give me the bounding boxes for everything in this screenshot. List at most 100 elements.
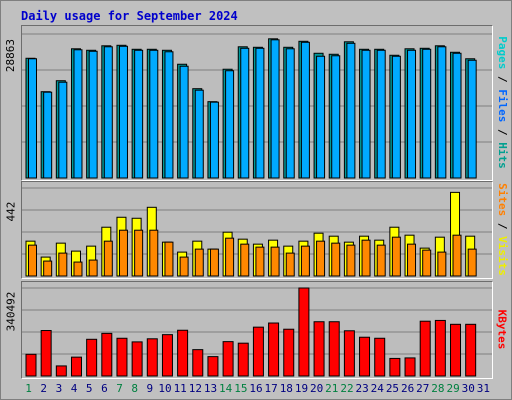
files-bar-day-11 bbox=[179, 65, 189, 179]
files-bar-day-25 bbox=[391, 55, 401, 179]
day-label-11: 11 bbox=[173, 382, 187, 395]
hits-panel bbox=[21, 25, 493, 181]
files-bar-day-14 bbox=[225, 70, 235, 179]
kbytes-bar-day-27 bbox=[419, 320, 431, 377]
kbytes-bar-day-25 bbox=[389, 357, 401, 377]
sites-bar-day-30 bbox=[467, 248, 477, 277]
day-label-31: 31 bbox=[476, 382, 491, 395]
day-label-7: 7 bbox=[116, 382, 123, 395]
files-bar-day-21 bbox=[331, 55, 341, 179]
kbytes-bar-day-10 bbox=[161, 334, 173, 377]
files-bar-day-20 bbox=[316, 55, 326, 179]
files-bar-day-24 bbox=[376, 49, 386, 179]
kbytes-bar-day-21 bbox=[328, 321, 340, 377]
files-bar-day-26 bbox=[407, 49, 417, 179]
kbytes-bar-day-19 bbox=[298, 287, 310, 377]
kbytes-bar-day-23 bbox=[359, 336, 371, 377]
sites-bar-day-16 bbox=[255, 246, 265, 277]
files-bar-day-7 bbox=[118, 45, 128, 179]
sites-bar-day-7 bbox=[118, 229, 128, 277]
kbytes-bar-day-26 bbox=[404, 357, 416, 377]
files-bar-day-5 bbox=[88, 50, 98, 179]
sites-bar-day-29 bbox=[452, 234, 462, 277]
kbytes-bar-day-20 bbox=[313, 321, 325, 377]
sites-bar-day-23 bbox=[361, 239, 371, 277]
day-label-8: 8 bbox=[131, 382, 139, 395]
kbytes-bar-day-4 bbox=[70, 356, 82, 377]
sites-bar-day-4 bbox=[73, 261, 83, 277]
kbytes-bar-day-9 bbox=[146, 338, 158, 377]
kbytes-bar-day-1 bbox=[25, 353, 37, 377]
day-label-3: 3 bbox=[55, 382, 63, 395]
day-label-27: 27 bbox=[416, 382, 430, 395]
sites-bar-day-6 bbox=[103, 240, 113, 277]
files-bar-day-22 bbox=[346, 42, 356, 179]
label-separator: / bbox=[495, 215, 509, 236]
sites-bar-day-20 bbox=[316, 240, 326, 277]
sites-bar-day-12 bbox=[194, 248, 204, 277]
sites-bar-day-21 bbox=[331, 242, 341, 277]
kbytes-ymax: 340492 bbox=[4, 291, 18, 331]
sites-bar-day-17 bbox=[270, 246, 280, 277]
files-bar-day-16 bbox=[255, 47, 265, 179]
day-label-6: 6 bbox=[101, 382, 108, 395]
kbytes-bar-day-18 bbox=[283, 328, 295, 377]
files-bar-day-27 bbox=[422, 48, 432, 179]
files-bar-day-15 bbox=[240, 47, 250, 179]
files-bar-day-1 bbox=[28, 58, 37, 179]
files-bar-day-8 bbox=[134, 49, 144, 179]
files-bar-day-13 bbox=[209, 101, 219, 179]
day-label-15: 15 bbox=[234, 382, 248, 395]
files-bar-day-28 bbox=[437, 46, 447, 179]
sites-bar-day-9 bbox=[149, 229, 159, 277]
day-label-5: 5 bbox=[85, 382, 93, 395]
kbytes-bar-day-2 bbox=[40, 330, 52, 377]
hits-ymax: 28863 bbox=[4, 38, 18, 72]
x-axis-day-labels: 1 2 3 4 5 6 7 8 9 10 11 12 13 14 15 16 17 18 19 20 21 22 23 24 2… bbox=[21, 382, 491, 398]
sites-bar-day-22 bbox=[346, 244, 356, 277]
day-label-16: 16 bbox=[249, 382, 263, 395]
kbytes-bar-day-24 bbox=[374, 337, 386, 377]
day-label-10: 10 bbox=[158, 382, 172, 395]
files-bar-day-17 bbox=[270, 39, 280, 179]
day-label-30: 30 bbox=[461, 382, 475, 395]
kbytes-chart bbox=[22, 287, 492, 377]
files-bar-day-10 bbox=[164, 51, 174, 179]
sites-bar-day-3 bbox=[58, 252, 68, 277]
kbytes-bar-day-5 bbox=[86, 338, 98, 377]
files-bar-day-23 bbox=[361, 49, 371, 179]
visits-ymax: 442 bbox=[4, 201, 18, 221]
kbytes-bar-day-16 bbox=[252, 326, 264, 377]
day-label-2: 2 bbox=[40, 382, 48, 395]
day-label-21: 21 bbox=[325, 382, 339, 395]
hits-chart bbox=[22, 33, 492, 179]
day-label-20: 20 bbox=[310, 382, 324, 395]
kbytes-bar-day-17 bbox=[268, 322, 280, 377]
files-bar-day-12 bbox=[194, 89, 204, 179]
pages-label: Pages bbox=[495, 35, 509, 69]
files-bar-day-30 bbox=[467, 59, 477, 179]
files-bar-day-18 bbox=[285, 48, 295, 179]
kbytes-panel bbox=[21, 281, 493, 379]
kbytes-bar-day-15 bbox=[237, 342, 249, 377]
files-bar-day-4 bbox=[73, 49, 83, 179]
day-label-14: 14 bbox=[219, 382, 233, 395]
kbytes-bar-day-30 bbox=[465, 323, 477, 377]
kbytes-bar-day-29 bbox=[450, 323, 462, 377]
kbytes-label: KBytes bbox=[495, 309, 509, 349]
visits-panel bbox=[21, 181, 493, 279]
files-bar-day-2 bbox=[43, 91, 53, 179]
day-label-23: 23 bbox=[355, 382, 369, 395]
day-label-25: 25 bbox=[385, 382, 400, 395]
files-bar-day-9 bbox=[149, 49, 159, 179]
kbytes-bar-day-28 bbox=[434, 319, 446, 377]
label-separator: / bbox=[495, 121, 509, 142]
day-label-18: 18 bbox=[279, 382, 293, 395]
files-bar-day-19 bbox=[300, 41, 310, 179]
day-label-4: 4 bbox=[70, 382, 78, 395]
kbytes-bar-day-3 bbox=[55, 365, 67, 377]
chart-title: Daily usage for September 2024 bbox=[21, 9, 238, 23]
sites-bar-day-27 bbox=[422, 249, 432, 277]
kbytes-bar-day-8 bbox=[131, 341, 143, 377]
